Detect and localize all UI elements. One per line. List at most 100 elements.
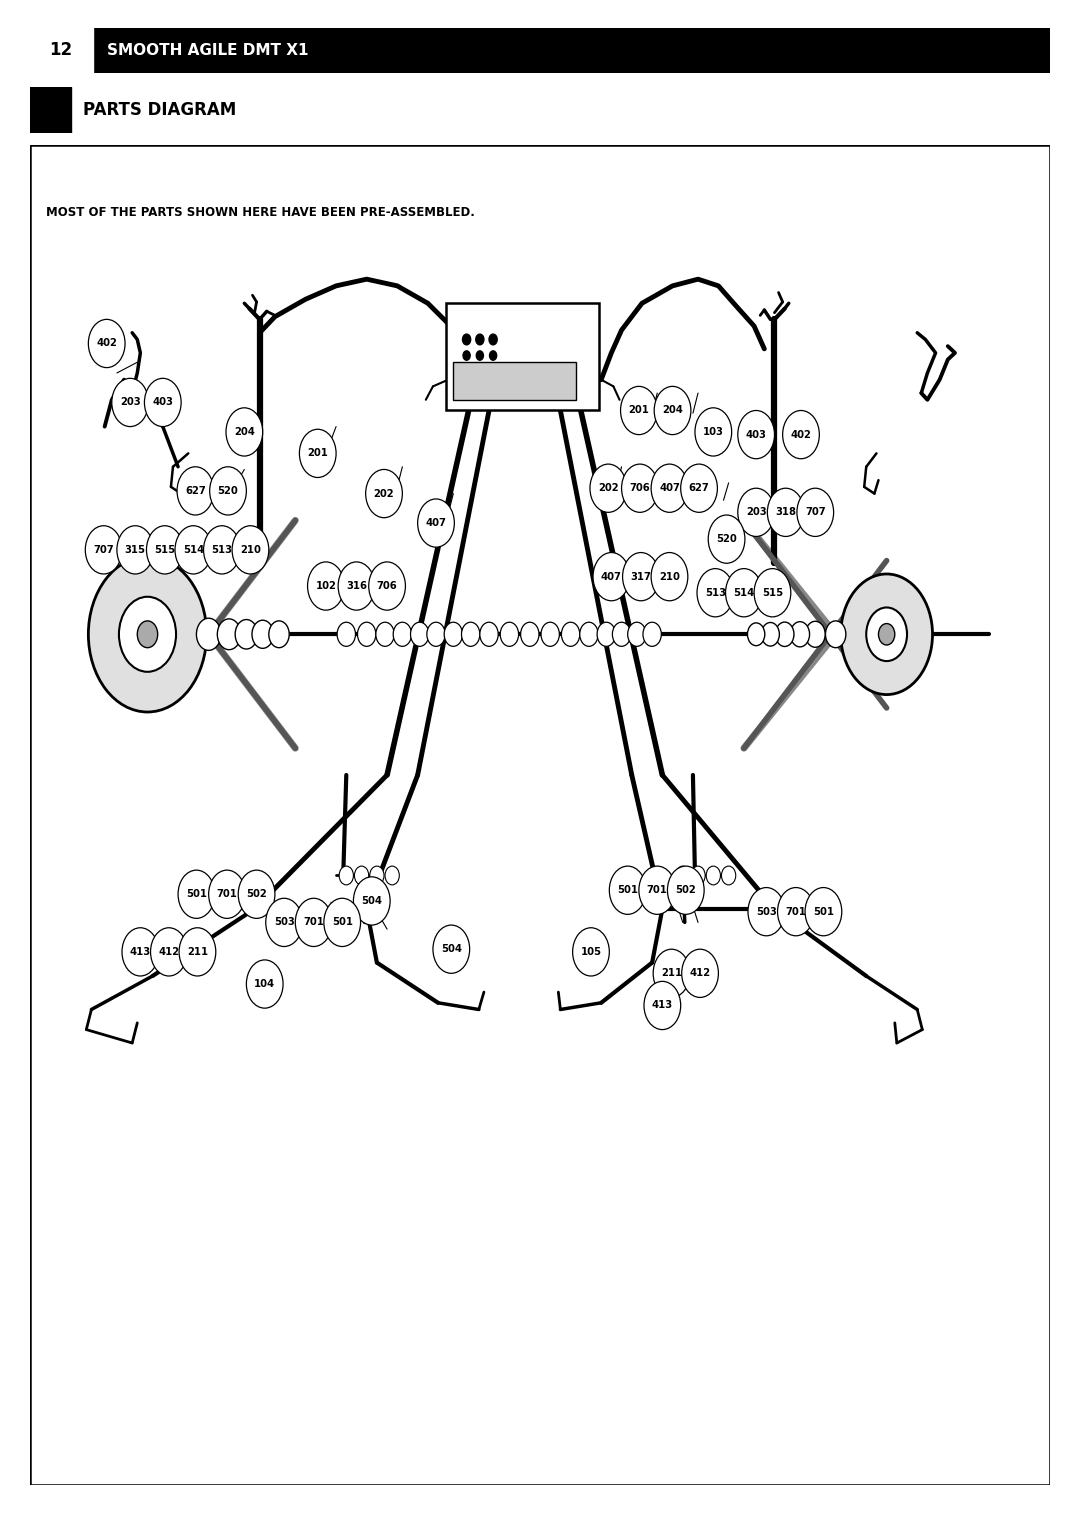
Circle shape (643, 622, 661, 646)
Circle shape (597, 622, 616, 646)
Circle shape (177, 466, 214, 515)
Circle shape (226, 408, 262, 455)
Text: 701: 701 (303, 917, 324, 927)
Circle shape (500, 622, 518, 646)
Circle shape (252, 620, 273, 648)
Circle shape (697, 568, 733, 617)
Circle shape (366, 469, 403, 518)
Circle shape (337, 622, 355, 646)
Circle shape (761, 622, 780, 646)
Circle shape (706, 866, 720, 885)
Text: 701: 701 (785, 906, 807, 917)
Text: 202: 202 (374, 489, 394, 498)
Circle shape (462, 335, 471, 345)
Text: 501: 501 (332, 917, 353, 927)
Circle shape (708, 515, 745, 564)
Text: 627: 627 (689, 483, 710, 494)
Circle shape (357, 622, 376, 646)
Text: 513: 513 (705, 588, 726, 597)
Text: 318: 318 (775, 507, 796, 518)
Circle shape (653, 949, 690, 998)
Circle shape (721, 866, 735, 885)
Circle shape (433, 924, 470, 973)
Text: 412: 412 (689, 969, 711, 978)
Circle shape (694, 408, 731, 455)
Text: 504: 504 (441, 944, 462, 953)
Circle shape (338, 562, 375, 610)
Circle shape (783, 411, 820, 458)
Circle shape (324, 898, 361, 946)
Circle shape (369, 866, 384, 885)
Text: 402: 402 (791, 429, 811, 440)
Circle shape (208, 869, 245, 918)
Circle shape (175, 526, 212, 575)
Text: 413: 413 (651, 1001, 673, 1010)
Circle shape (590, 465, 626, 512)
Circle shape (572, 927, 609, 976)
Circle shape (210, 466, 246, 515)
Text: 204: 204 (234, 426, 255, 437)
Text: 501: 501 (617, 885, 638, 895)
Circle shape (308, 562, 345, 610)
Text: 503: 503 (273, 917, 295, 927)
Text: 513: 513 (212, 545, 232, 555)
Text: 203: 203 (746, 507, 767, 518)
Circle shape (197, 619, 221, 651)
Text: 105: 105 (580, 947, 602, 957)
Circle shape (489, 335, 497, 345)
Text: 412: 412 (159, 947, 179, 957)
Text: 514: 514 (733, 588, 755, 597)
Text: 104: 104 (254, 979, 275, 989)
Circle shape (609, 866, 646, 914)
Circle shape (299, 429, 336, 477)
Circle shape (562, 622, 580, 646)
Circle shape (89, 556, 206, 712)
Text: 407: 407 (426, 518, 446, 529)
Text: 402: 402 (96, 339, 117, 348)
Bar (30, 87, 71, 133)
Text: 315: 315 (125, 545, 146, 555)
Text: 102: 102 (315, 581, 336, 591)
Circle shape (878, 623, 895, 645)
Circle shape (681, 949, 718, 998)
Text: 204: 204 (662, 405, 683, 416)
Circle shape (775, 622, 794, 646)
Circle shape (748, 888, 785, 935)
Text: 707: 707 (805, 507, 825, 518)
Circle shape (410, 622, 429, 646)
Circle shape (627, 622, 646, 646)
Bar (92, 28, 94, 73)
Text: 210: 210 (240, 545, 261, 555)
Circle shape (738, 489, 774, 536)
Circle shape (738, 411, 774, 458)
Circle shape (593, 553, 630, 601)
Circle shape (117, 526, 153, 575)
Circle shape (651, 465, 688, 512)
Circle shape (444, 622, 462, 646)
Text: 515: 515 (154, 545, 175, 555)
Text: 701: 701 (647, 885, 667, 895)
Text: 203: 203 (120, 397, 140, 408)
Circle shape (476, 351, 484, 361)
Circle shape (768, 489, 804, 536)
Circle shape (235, 619, 258, 649)
Circle shape (179, 927, 216, 976)
Text: 520: 520 (716, 535, 737, 544)
Text: 503: 503 (756, 906, 777, 917)
Text: 706: 706 (630, 483, 650, 494)
Text: SMOOTH AGILE DMT X1: SMOOTH AGILE DMT X1 (107, 43, 308, 58)
Circle shape (150, 927, 187, 976)
Circle shape (747, 623, 765, 646)
Circle shape (386, 866, 400, 885)
Text: 701: 701 (217, 889, 238, 900)
Text: 211: 211 (661, 969, 683, 978)
Text: 210: 210 (659, 571, 680, 582)
Circle shape (691, 866, 705, 885)
Text: 515: 515 (761, 588, 783, 597)
Circle shape (269, 620, 289, 648)
Text: 403: 403 (745, 429, 767, 440)
Circle shape (580, 622, 598, 646)
Circle shape (354, 866, 368, 885)
Circle shape (806, 622, 825, 648)
Text: MOST OF THE PARTS SHOWN HERE HAVE BEEN PRE-ASSEMBLED.: MOST OF THE PARTS SHOWN HERE HAVE BEEN P… (45, 206, 474, 219)
